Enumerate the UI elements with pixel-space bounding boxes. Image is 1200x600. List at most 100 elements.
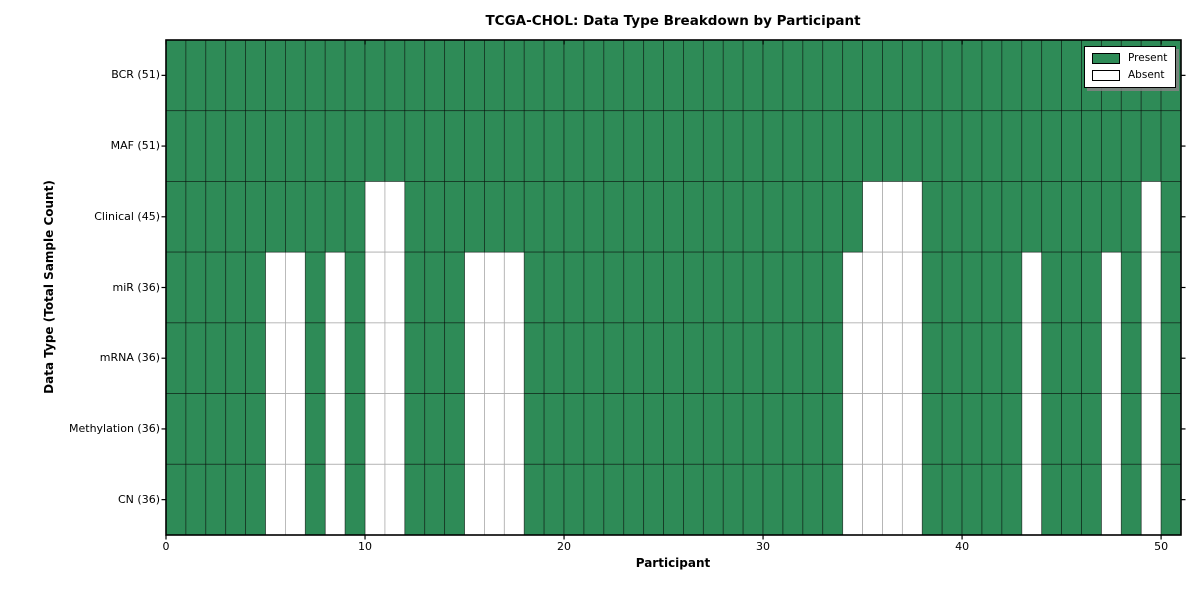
heatmap-cell-present (1120, 463, 1142, 536)
heatmap-cell-present (304, 39, 326, 112)
heatmap-cell-absent (503, 463, 525, 536)
heatmap-cell-present (245, 322, 266, 394)
heatmap-cell-present (424, 463, 446, 536)
heatmap-cell-present (702, 181, 724, 253)
heatmap-cell-absent (285, 463, 306, 536)
heatmap-cell-present (961, 39, 983, 112)
heatmap-cell-absent (842, 463, 863, 536)
heatmap-cell-present (404, 322, 426, 394)
heatmap-cell-present (384, 39, 406, 112)
heatmap-cell-present (722, 393, 744, 465)
heatmap-cell-absent (464, 322, 485, 394)
heatmap-cell-present (424, 393, 446, 465)
heatmap-cell-present (822, 463, 844, 536)
heatmap-cell-present (543, 110, 565, 182)
heatmap-cell-present (523, 39, 545, 112)
heatmap-cell-absent (464, 393, 485, 465)
heatmap-cell-present (563, 39, 585, 112)
heatmap-cell-absent (265, 251, 286, 324)
heatmap-cell-present (185, 393, 207, 465)
heatmap-cell-present (563, 251, 585, 324)
x-tick-label-0: 0 (162, 540, 170, 553)
heatmap-cell-present (1081, 110, 1102, 182)
heatmap-cell-present (304, 251, 326, 324)
heatmap-cell-present (782, 181, 804, 253)
heatmap-cell-absent (503, 251, 525, 324)
heatmap-cell-present (762, 393, 784, 465)
heatmap-cell-present (165, 181, 187, 253)
heatmap-cell-present (304, 322, 326, 394)
y-tick-label-Clinical: Clinical (45) (94, 209, 160, 223)
heatmap-cell-present (404, 251, 426, 324)
heatmap-cell-present (1021, 39, 1043, 112)
heatmap-cell-present (941, 251, 963, 324)
heatmap-cell-present (165, 39, 187, 112)
heatmap-cell-absent (1140, 393, 1162, 465)
heatmap-cell-present (1041, 39, 1062, 112)
heatmap-cell-present (265, 181, 286, 253)
x-tick-label-40: 40 (955, 540, 970, 553)
heatmap-cell-present (901, 39, 923, 112)
heatmap-cell-absent (882, 322, 903, 394)
heatmap-cell-absent (364, 393, 386, 465)
heatmap-cell-present (225, 110, 247, 182)
heatmap-cell-absent (842, 322, 863, 394)
heatmap-cell-present (165, 393, 187, 465)
legend-item-absent: Absent (1092, 69, 1167, 81)
heatmap-cell-present (165, 322, 187, 394)
heatmap-cell-absent (1140, 181, 1162, 253)
heatmap-cell-present (165, 251, 187, 324)
heatmap-cell-present (643, 181, 664, 253)
heatmap-cell-present (344, 322, 366, 394)
heatmap-cell-absent (901, 251, 923, 324)
heatmap-cell-present (941, 463, 963, 536)
heatmap-cell-present (265, 110, 286, 182)
heatmap-cell-present (722, 463, 744, 536)
heatmap-cell-present (424, 110, 446, 182)
heatmap-cell-present (782, 463, 804, 536)
heatmap-cell-present (344, 393, 366, 465)
heatmap-cell-present (444, 463, 465, 536)
heatmap-cell-present (623, 322, 645, 394)
heatmap-cell-present (782, 322, 804, 394)
heatmap-cell-present (1061, 39, 1082, 112)
heatmap-cell-present (245, 181, 266, 253)
heatmap-cell-present (484, 181, 505, 253)
heatmap-cell-absent (364, 251, 386, 324)
heatmap-cell-present (702, 393, 724, 465)
heatmap-cell-present (1041, 463, 1062, 536)
heatmap-cell-present (802, 393, 824, 465)
heatmap-cell-present (185, 39, 207, 112)
heatmap-cell-present (1100, 110, 1122, 182)
heatmap-cell-present (742, 181, 764, 253)
heatmap-cell-present (822, 251, 844, 324)
heatmap-cell-present (981, 110, 1003, 182)
heatmap-cell-present (663, 463, 684, 536)
heatmap-cell-present (464, 110, 485, 182)
heatmap-cell-absent (862, 322, 883, 394)
heatmap-cell-absent (384, 251, 406, 324)
heatmap-cell-present (722, 181, 744, 253)
heatmap-cell-present (762, 322, 784, 394)
heatmap-cell-absent (484, 393, 505, 465)
heatmap-cell-present (1061, 251, 1082, 324)
heatmap-cell-present (941, 322, 963, 394)
heatmap-cell-present (543, 393, 565, 465)
legend-label-present: Present (1128, 52, 1168, 64)
legend-item-present: Present (1092, 52, 1167, 64)
heatmap-cell-present (1001, 39, 1023, 112)
heatmap-cell-present (742, 251, 764, 324)
heatmap-cell-present (344, 181, 366, 253)
heatmap-cell-present (762, 181, 784, 253)
heatmap-cell-present (165, 463, 187, 536)
heatmap-cell-present (205, 39, 227, 112)
heatmap-cell-present (981, 322, 1003, 394)
x-tick-label-50: 50 (1154, 540, 1169, 553)
heatmap-cell-present (742, 463, 764, 536)
heatmap-cell-absent (265, 322, 286, 394)
heatmap-cell-present (941, 39, 963, 112)
heatmap-cell-present (901, 110, 923, 182)
heatmap-cell-present (444, 251, 465, 324)
heatmap-cell-absent (1100, 322, 1122, 394)
heatmap-cell-present (324, 39, 346, 112)
